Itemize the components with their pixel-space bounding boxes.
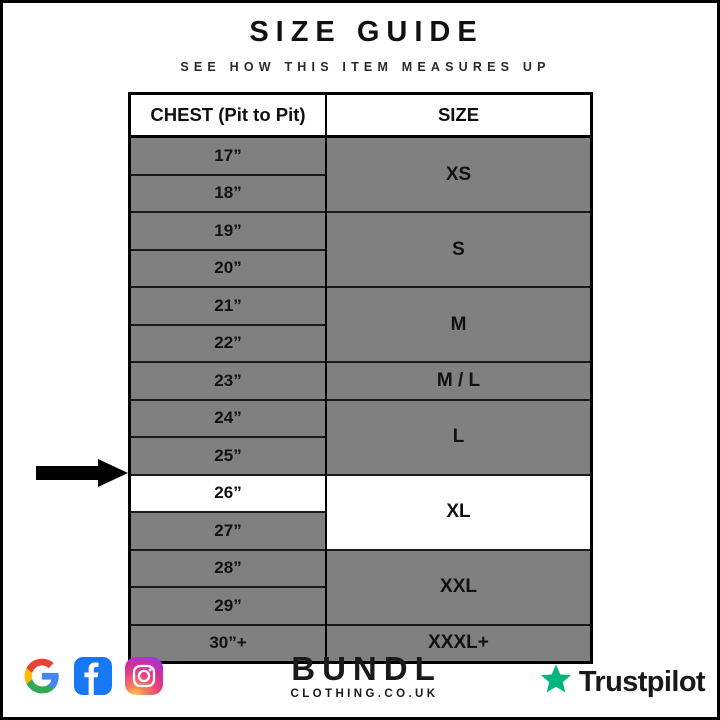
table-row: 20” bbox=[131, 248, 590, 287]
highlight-arrow-icon bbox=[36, 459, 128, 487]
table-row: 26” XL bbox=[131, 473, 590, 550]
cell-chest: 20” bbox=[131, 248, 327, 287]
cell-chest: 23” bbox=[131, 361, 327, 400]
column-header-size: SIZE bbox=[326, 95, 590, 138]
page-title: SIZE GUIDE bbox=[249, 16, 484, 48]
cell-size: XXL bbox=[326, 548, 590, 625]
table-row: 24” L bbox=[131, 398, 590, 475]
column-header-chest: CHEST (Pit to Pit) bbox=[131, 95, 327, 138]
brand-domain: CLOTHING.CO.UK bbox=[290, 688, 439, 700]
trustpilot-wordmark: Trustpilot bbox=[578, 665, 706, 698]
cell-chest: 28” bbox=[131, 548, 327, 587]
header: SIZE GUIDE SEE HOW THIS ITEM MEASURES UP bbox=[3, 15, 720, 75]
cell-size: M / L bbox=[326, 361, 590, 400]
table-row: 30”+ XXXL+ bbox=[131, 623, 590, 661]
cell-chest: 22” bbox=[131, 323, 327, 362]
table-header: CHEST (Pit to Pit) SIZE bbox=[131, 95, 590, 138]
cell-size: M bbox=[326, 286, 590, 362]
cell-size: XL bbox=[326, 473, 590, 550]
size-table: CHEST (Pit to Pit) SIZE 17” XS 18” 19” S 20” 2… bbox=[131, 95, 590, 661]
table-row: 17” XS bbox=[131, 136, 590, 212]
cell-chest: 30”+ bbox=[131, 623, 327, 661]
cell-chest: 24” bbox=[131, 398, 327, 437]
cell-chest: 21” bbox=[131, 286, 327, 325]
cell-chest: 19” bbox=[131, 211, 327, 250]
cell-size: S bbox=[326, 211, 590, 287]
cell-chest: 17” bbox=[131, 136, 327, 175]
page-subtitle: SEE HOW THIS ITEM MEASURES UP bbox=[180, 60, 551, 74]
table-row: 27” bbox=[131, 511, 590, 550]
size-table-container: CHEST (Pit to Pit) SIZE 17” XS 18” 19” S 20” 2… bbox=[128, 92, 593, 664]
trustpilot-star-icon bbox=[538, 661, 574, 702]
instagram-icon[interactable] bbox=[125, 657, 163, 695]
table-row: 18” bbox=[131, 173, 590, 212]
cell-chest: 26” bbox=[131, 473, 327, 512]
table-row: 29” bbox=[131, 586, 590, 625]
cell-size: XXXL+ bbox=[326, 623, 590, 661]
footer: BUNDL CLOTHING.CO.UK Trustpilot bbox=[3, 643, 720, 719]
table-row: 25” bbox=[131, 436, 590, 475]
table-row: 23” M / L bbox=[131, 361, 590, 400]
google-icon[interactable] bbox=[23, 657, 61, 695]
cell-size: XS bbox=[326, 136, 590, 212]
facebook-icon[interactable] bbox=[74, 657, 112, 695]
table-header-row: CHEST (Pit to Pit) SIZE bbox=[131, 95, 590, 138]
table-body: 17” XS 18” 19” S 20” 21” M 22” 23” M / L 24” L 25” 26”… bbox=[131, 136, 590, 661]
cell-chest: 27” bbox=[131, 511, 327, 550]
table-row: 22” bbox=[131, 323, 590, 362]
cell-size: L bbox=[326, 398, 590, 475]
brand-logo: BUNDL CLOTHING.CO.UK bbox=[3, 651, 720, 702]
social-links bbox=[23, 657, 163, 695]
table-row: 19” S bbox=[131, 211, 590, 287]
table-row: 28” XXL bbox=[131, 548, 590, 625]
cell-chest: 29” bbox=[131, 586, 327, 625]
trustpilot-logo[interactable]: Trustpilot bbox=[538, 661, 706, 702]
table-row: 21” M bbox=[131, 286, 590, 362]
brand-name: BUNDL bbox=[291, 650, 442, 687]
cell-chest: 18” bbox=[131, 173, 327, 212]
cell-chest: 25” bbox=[131, 436, 327, 475]
